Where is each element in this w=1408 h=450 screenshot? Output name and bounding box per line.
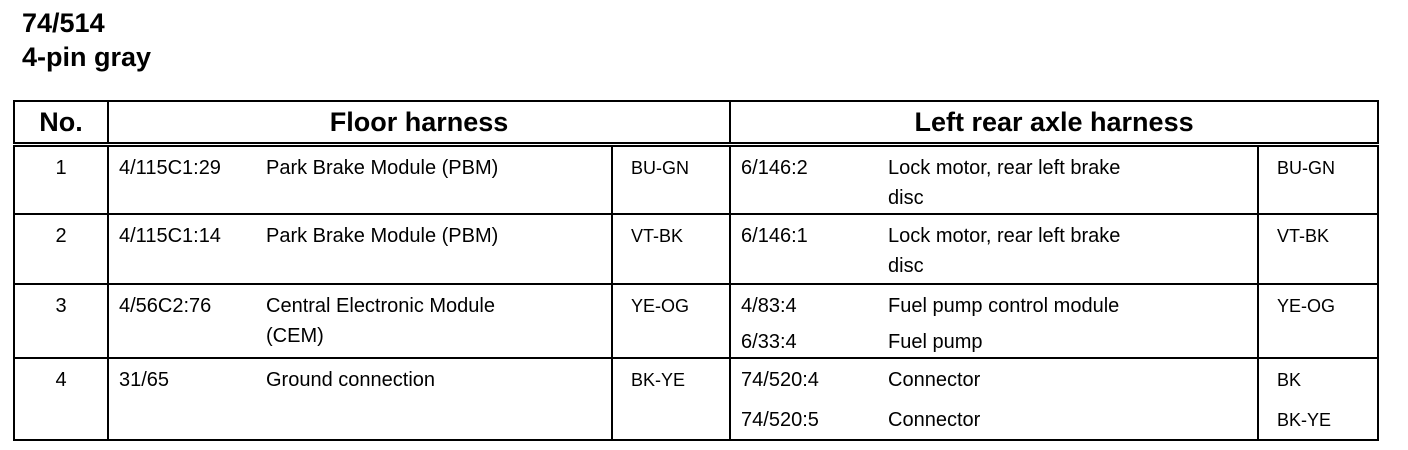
floor-component: Ground connection [266,357,613,441]
rear-component: Fuel pump control module Fuel pump [888,283,1260,359]
table-row: 2 4/115C1:14 Park Brake Module (PBM) VT-BK 6… [13,213,1380,285]
rear-component-text: Fuel pump [888,331,983,353]
pin-number-text: 3 [55,295,67,317]
floor-connector-code-text: 4/115C1:14 [119,225,221,247]
rear-component: Lock motor, rear left brake disc [888,213,1260,285]
pinout-table: No. Floor harness Left rear axle harness… [13,100,1380,441]
rear-component-text: Lock motor, rear left brake disc [888,157,1121,209]
connector-description: 4-pin gray [22,42,152,72]
pin-number-text: 2 [55,225,67,247]
rear-component-text: Fuel pump control module [888,295,1120,317]
rear-connector-code-text: 4/83:4 [741,295,797,317]
floor-component-text: Ground connection [266,369,436,391]
floor-connector-code-text: 31/65 [119,369,170,391]
header-left-rear-axle-harness: Left rear axle harness [729,100,1380,147]
floor-component-text: Central Electronic Module (CEM) [266,295,495,347]
floor-wire-color: VT-BK [610,213,732,285]
rear-connector-code: 6/146:2 [729,143,889,215]
pin-number: 3 [13,283,109,359]
floor-connector-code: 4/56C2:76 [107,283,266,359]
rear-wire-color: BU-GN [1257,143,1380,215]
rear-wire-color-text: BK [1277,370,1302,390]
connector-id: 74/514 [22,8,105,38]
rear-wire-color-text: BK-YE [1277,410,1332,430]
floor-connector-code-text: 4/56C2:76 [119,295,212,317]
floor-component: Park Brake Module (PBM) [266,143,613,215]
floor-wire-color-text: BU-GN [631,158,689,178]
pin-number-text: 1 [55,157,67,179]
connector-title: 74/514 4-pin gray [22,6,151,74]
rear-component-text: Connector [888,369,981,391]
rear-wire-color: BK BK-YE [1257,357,1380,441]
pin-number: 1 [13,143,109,215]
rear-wire-color: VT-BK [1257,213,1380,285]
floor-wire-color: YE-OG [610,283,732,359]
floor-wire-color: BU-GN [610,143,732,215]
rear-connector-code: 74/520:4 74/520:5 [729,357,889,441]
rear-connector-code-text: 6/146:2 [741,157,808,179]
table-row: 3 4/56C2:76 Central Electronic Module (CEM… [13,283,1380,359]
rear-component-text: Lock motor, rear left brake disc [888,225,1121,277]
floor-connector-code: 4/115C1:29 [107,143,266,215]
floor-wire-color-text: VT-BK [631,226,684,246]
pin-number-text: 4 [55,369,67,391]
rear-connector-code-text: 74/520:4 [741,369,819,391]
floor-component-text: Park Brake Module (PBM) [266,157,499,179]
rear-wire-color-text: VT-BK [1277,226,1330,246]
rear-component: Lock motor, rear left brake disc [888,143,1260,215]
rear-wire-color: YE-OG [1257,283,1380,359]
rear-component-text: Connector [888,409,981,431]
rear-wire-color-text [1277,321,1377,357]
table-row: 4 31/65 Ground connection BK-YE 74/520:4 74/5… [13,357,1380,441]
pin-number: 2 [13,213,109,285]
floor-wire-color-text: YE-OG [631,296,690,316]
rear-connector-code: 4/83:4 6/33:4 [729,283,889,359]
table-row: 1 4/115C1:29 Park Brake Module (PBM) BU-GN 6… [13,143,1380,215]
floor-component: Park Brake Module (PBM) [266,213,613,285]
floor-wire-color: BK-YE [610,357,732,441]
rear-wire-color-text: YE-OG [1277,296,1336,316]
floor-connector-code: 31/65 [107,357,266,441]
rear-connector-code: 6/146:1 [729,213,889,285]
pin-number: 4 [13,357,109,441]
rear-connector-code-text: 74/520:5 [741,409,819,431]
floor-component-text: Park Brake Module (PBM) [266,225,499,247]
header-no: No. [13,100,109,147]
rear-connector-code-text: 6/146:1 [741,225,808,247]
floor-connector-code: 4/115C1:14 [107,213,266,285]
floor-wire-color-text: BK-YE [631,370,686,390]
floor-component: Central Electronic Module (CEM) [266,283,613,359]
rear-wire-color-text: BU-GN [1277,158,1336,178]
rear-component: Connector Connector [888,357,1260,441]
table-header-row: No. Floor harness Left rear axle harness [13,100,1380,147]
rear-connector-code-text: 6/33:4 [741,331,797,353]
floor-connector-code-text: 4/115C1:29 [119,157,221,179]
header-floor-harness: Floor harness [106,100,732,147]
